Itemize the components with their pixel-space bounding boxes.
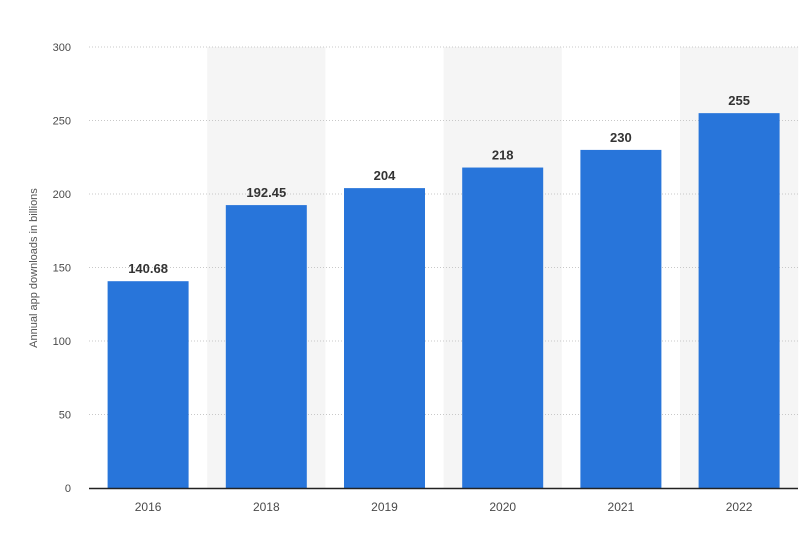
y-tick-label: 250 <box>53 116 71 128</box>
y-tick-label: 200 <box>53 189 71 201</box>
y-tick-label: 300 <box>53 42 71 54</box>
x-tick-label: 2021 <box>608 500 635 514</box>
gridlines <box>89 46 798 415</box>
bar-value-label: 192.45 <box>246 185 286 200</box>
bar <box>107 281 189 488</box>
x-axis-labels: 2016 2018 2019 2020 2021 2022 <box>135 500 753 514</box>
bars <box>107 113 780 489</box>
bar-value-label: 204 <box>374 168 396 183</box>
bar-value-label: 230 <box>610 130 632 145</box>
bar-value-label: 140.68 <box>128 261 168 276</box>
x-tick-label: 2020 <box>489 500 516 514</box>
bar <box>344 188 425 488</box>
bar <box>698 113 780 489</box>
bar <box>462 167 544 489</box>
y-tick-label: 0 <box>65 483 71 495</box>
bar-value-label: 255 <box>728 93 750 108</box>
y-tick-label: 150 <box>53 263 71 275</box>
bar <box>225 205 307 488</box>
y-tick-label: 50 <box>59 410 71 422</box>
y-tick-label: 100 <box>53 336 71 348</box>
y-axis-ticks: 0 50 100 150 200 250 300 <box>53 42 71 495</box>
y-axis-title: Annual app downloads in billions <box>28 188 40 348</box>
x-tick-label: 2022 <box>726 500 753 514</box>
value-labels: 140.68 192.45 204 218 230 255 <box>128 93 750 276</box>
bar <box>580 149 662 488</box>
x-tick-label: 2018 <box>253 500 280 514</box>
x-tick-label: 2016 <box>135 500 162 514</box>
x-tick-label: 2019 <box>371 500 398 514</box>
bar-value-label: 218 <box>492 148 514 163</box>
